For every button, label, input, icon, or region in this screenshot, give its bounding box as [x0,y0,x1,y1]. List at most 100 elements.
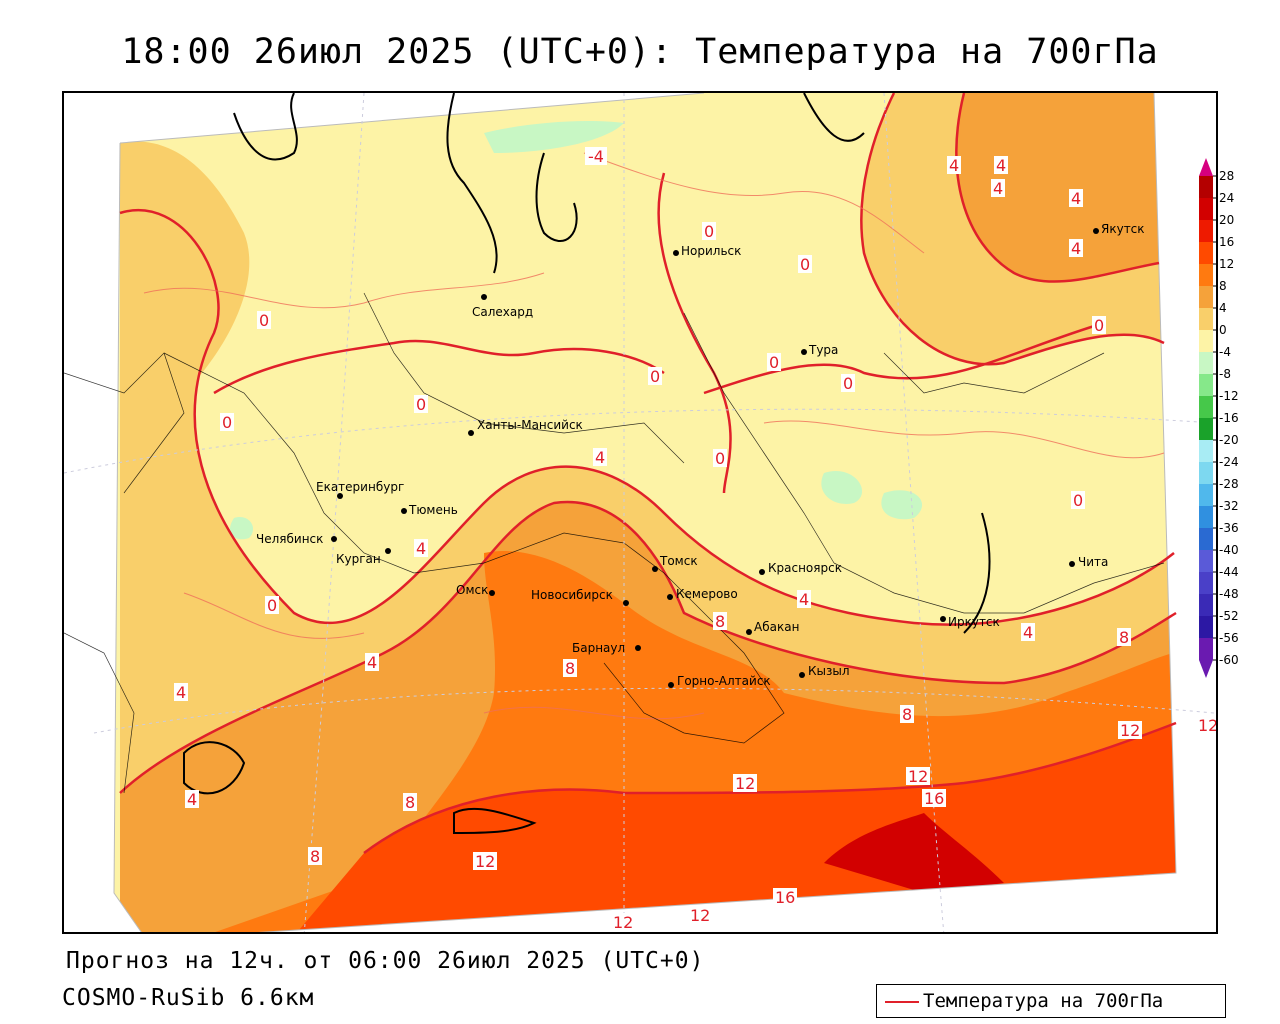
svg-text:Якутск: Якутск [1101,222,1145,236]
svg-text:8: 8 [565,659,575,678]
svg-text:Салехард: Салехард [472,305,533,319]
svg-text:Тюмень: Тюмень [408,503,458,517]
isotherm-label: 4 [593,448,607,467]
svg-text:4: 4 [996,156,1006,175]
cold-patch-east [881,490,923,520]
cold-patch-north [484,121,624,153]
colorbar-top-arrow [1199,158,1213,176]
svg-text:0: 0 [222,413,232,432]
isotherm-label: 4 [1069,189,1083,208]
city-ekaterinburg: Екатеринбург [316,480,404,499]
colorbar-tick-label: 4 [1219,301,1227,315]
city-kyzyl: Кызыл [799,664,850,678]
svg-text:0: 0 [650,367,660,386]
colorbar-swatch [1199,242,1213,264]
colorbar-tick-label: 20 [1219,213,1234,227]
colorbar-tick-label: -16 [1219,411,1239,425]
colorbar-tick-label: -20 [1219,433,1239,447]
colorbar-swatch [1199,572,1213,594]
city-markers: Норильск Якутск Салехард Тура Ханты-Манс… [256,222,1145,688]
colorbar-tick-label: -56 [1219,631,1239,645]
svg-text:16: 16 [924,789,944,808]
svg-text:4: 4 [949,156,959,175]
svg-text:Екатеринбург: Екатеринбург [316,480,404,494]
admin-borders [64,292,1165,794]
model-name: COSMO-RuSib 6.6км [62,985,315,1011]
isotherm-label: 12 [473,852,497,871]
city-krasnoyarsk: Красноярск [759,561,842,575]
svg-text:Омск: Омск [456,583,488,597]
isotherm-label: 0 [648,367,662,386]
svg-text:0: 0 [259,311,269,330]
svg-text:Чита: Чита [1078,555,1108,569]
isotherm-label: 16 [773,888,797,907]
isotherm-label: 0 [265,596,279,615]
isotherm-label: 0 [841,374,855,393]
colorbar-tick-label: 8 [1219,279,1227,293]
isotherm-label: 0 [220,413,234,432]
city-chita: Чита [1069,555,1108,569]
isotherm-labels: -4 4 4 4 4 4 0 0 0 0 0 0 0 0 0 0 0 0 4 4… [174,147,1216,932]
svg-text:Норильск: Норильск [681,244,741,258]
colorbar-tick-label: -28 [1219,477,1239,491]
graticule [64,93,1215,932]
isotherm-label: 4 [414,539,428,558]
svg-text:12: 12 [735,774,755,793]
isotherm-label: 16 [922,789,946,808]
colorbar-tick-label: -36 [1219,521,1239,535]
isotherm-label: 0 [414,395,428,414]
isotherm-label: 0 [767,353,781,372]
svg-text:4: 4 [187,790,197,809]
isotherm-label: 12 [688,906,712,925]
svg-text:12: 12 [690,906,710,925]
isotherm-label: 4 [797,590,811,609]
colorbar-swatch [1199,286,1213,308]
svg-text:Тура: Тура [808,343,838,357]
svg-text:Барнаул: Барнаул [572,641,625,655]
city-abakan: Абакан [746,620,799,635]
svg-text:8: 8 [715,612,725,631]
svg-text:12: 12 [475,852,495,871]
band-4-8-west [120,141,250,402]
legend-box: Температура на 700гПа [876,984,1226,1018]
colorbar-tick-label: -4 [1219,345,1231,359]
isotherm-label: 12 [906,767,930,786]
city-norilsk: Норильск [673,244,741,258]
svg-text:-4: -4 [588,147,604,166]
svg-text:0: 0 [769,353,779,372]
band-8-12-north [956,93,1159,282]
isotherm-label: 8 [900,705,914,724]
isotherm-label: 8 [1117,628,1131,647]
isotherm-label: 4 [1069,239,1083,258]
colorbar-bottom-arrow [1199,660,1213,678]
colorbar-swatch [1199,506,1213,528]
isotherm-label: 12 [733,774,757,793]
map-panel[interactable]: Норильск Якутск Салехард Тура Ханты-Манс… [62,91,1218,934]
colorbar-swatches [1199,158,1213,678]
svg-text:0: 0 [1073,491,1083,510]
city-khanty-mansiysk: Ханты-Мансийск [468,418,583,436]
colorbar-tick-label: 24 [1219,191,1234,205]
colorbar-swatch [1199,528,1213,550]
svg-text:Ханты-Мансийск: Ханты-Мансийск [477,418,583,432]
legend-label: Температура на 700гПа [923,990,1164,1012]
colorbar-swatch [1199,484,1213,506]
city-tura: Тура [801,343,838,357]
svg-text:0: 0 [1094,316,1104,335]
colorbar-swatch [1199,418,1213,440]
city-barnaul: Барнаул [572,641,641,655]
legend-line-swatch [885,1001,919,1003]
svg-text:4: 4 [1071,189,1081,208]
svg-text:4: 4 [176,683,186,702]
city-novosibirsk: Новосибирск [531,588,629,606]
cold-patch-ural [229,517,254,540]
svg-text:Иркутск: Иркутск [948,615,1000,629]
colorbar-swatch [1199,594,1213,616]
colorbar-tick-label: -12 [1219,389,1239,403]
isotherm-label: 4 [185,790,199,809]
colorbar-swatch [1199,176,1213,198]
svg-text:Красноярск: Красноярск [768,561,842,575]
colorbar-swatch [1199,396,1213,418]
colorbar-swatch [1199,308,1213,330]
colorbar-tick-label: -8 [1219,367,1231,381]
